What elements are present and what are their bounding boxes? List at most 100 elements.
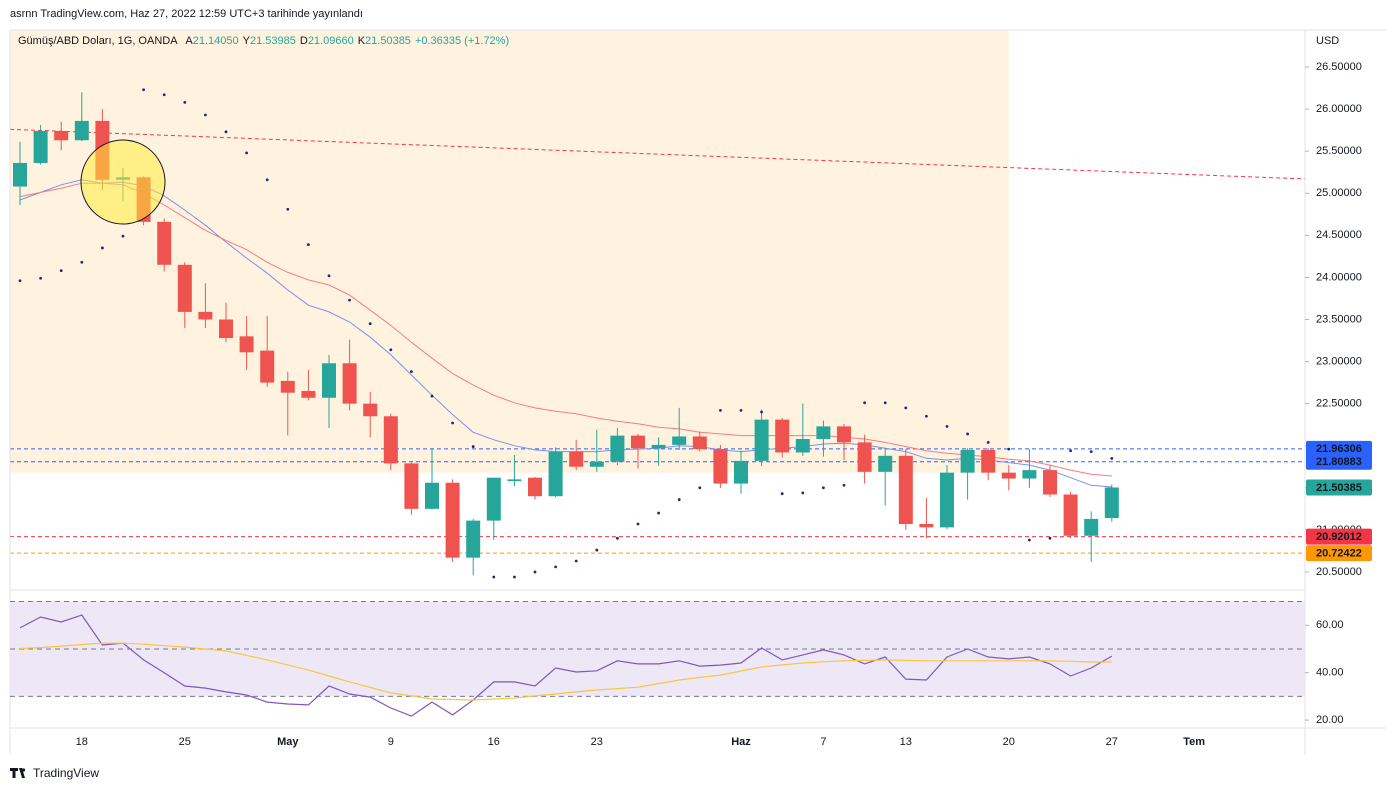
- candle-body: [466, 520, 481, 558]
- sar-dot: [1048, 536, 1052, 540]
- y-tick-label: 40.00: [1316, 667, 1344, 679]
- sar-dot: [224, 130, 228, 134]
- y-tick-label: 23.00000: [1316, 355, 1362, 367]
- candle-body: [13, 162, 27, 187]
- candle-body: [775, 419, 790, 453]
- candle-body: [342, 363, 357, 404]
- sar-dot: [739, 408, 743, 412]
- sar-dot: [18, 279, 22, 283]
- y-tick-label: 26.00000: [1316, 103, 1362, 115]
- sar-dot: [348, 298, 351, 302]
- highlight-zone: [10, 30, 1009, 473]
- x-tick-label: 25: [179, 736, 191, 748]
- candle-body: [589, 461, 604, 467]
- candle-body: [301, 391, 316, 398]
- sar-dot: [389, 348, 393, 352]
- candle-body: [795, 438, 810, 453]
- y-tick-label: 24.50000: [1316, 229, 1362, 241]
- candle-body: [898, 455, 913, 524]
- candle-body: [919, 523, 934, 528]
- y-tick-label: 25.00000: [1316, 187, 1362, 199]
- y-tick-label: 60.00: [1316, 619, 1344, 631]
- sar-dot: [1089, 450, 1093, 454]
- x-tick-label: Haz: [731, 736, 751, 748]
- sar-dot: [492, 575, 496, 579]
- sar-dot: [1110, 456, 1114, 460]
- candle-body: [837, 426, 851, 443]
- x-tick-label: May: [277, 736, 299, 748]
- sar-dot: [451, 421, 454, 425]
- moving-average: [19, 179, 1112, 488]
- sar-dot: [698, 486, 702, 490]
- candle-body: [651, 444, 666, 449]
- price-label: 21.80883: [1316, 456, 1362, 468]
- y-tick-label: 26.50000: [1316, 61, 1362, 73]
- brand-logo: [10, 768, 26, 778]
- candle-body: [425, 482, 439, 509]
- circle-annotation: [80, 139, 166, 225]
- candle-body: [960, 449, 975, 473]
- sar-dot: [801, 491, 805, 495]
- price-label-bg: [1306, 440, 1372, 457]
- candle-body: [1001, 472, 1016, 479]
- candle-body: [1043, 470, 1057, 495]
- legend-key: D: [300, 35, 308, 47]
- sar-dot: [616, 536, 619, 540]
- sar-dot: [863, 401, 866, 405]
- sar-dot: [1007, 447, 1011, 451]
- sar-dot: [636, 522, 640, 526]
- candle-body: [383, 416, 398, 464]
- candle-body: [198, 311, 213, 320]
- sar-dot: [101, 246, 104, 250]
- sar-dot: [39, 276, 42, 280]
- candle-body: [239, 336, 254, 353]
- y-tick-label: 24.00000: [1316, 271, 1362, 283]
- sar-dot: [307, 243, 310, 246]
- legend-key: A: [185, 35, 193, 47]
- trend-line: [10, 128, 1305, 180]
- price-label: 20.92012: [1316, 531, 1362, 543]
- symbol-title: Gümüş/ABD Doları, 1G, OANDA: [18, 35, 178, 47]
- candle-body: [548, 451, 563, 497]
- candle-body: [981, 449, 996, 473]
- candle-body: [528, 477, 542, 497]
- sar-dot: [471, 445, 475, 448]
- sar-dot: [719, 408, 722, 412]
- sar-dot: [183, 100, 187, 104]
- x-tick-label: Tem: [1183, 736, 1205, 748]
- candle-body: [486, 477, 501, 521]
- candle-body: [445, 482, 460, 558]
- x-tick-label: 20: [1003, 736, 1015, 748]
- legend-change: +0.36335 (+1.72%): [415, 35, 509, 47]
- candle-body: [507, 479, 522, 482]
- candle-body: [569, 451, 584, 467]
- price-label-bg: [1306, 479, 1372, 496]
- sar-dot: [430, 394, 434, 398]
- candle-body: [610, 435, 625, 462]
- x-tick-label: 18: [76, 736, 88, 748]
- highlight-circle: [80, 139, 166, 225]
- sar-dot: [1028, 538, 1031, 542]
- candle-body: [713, 449, 728, 484]
- x-tick-label: 13: [900, 736, 912, 748]
- sar-dot: [657, 511, 660, 515]
- price-label-bg: [1306, 528, 1372, 545]
- sar-dot: [925, 414, 928, 418]
- sar-dot: [986, 440, 990, 444]
- y-tick-label: 20.50000: [1316, 566, 1362, 578]
- sar-dot: [822, 486, 825, 490]
- sar-dot: [780, 492, 784, 496]
- sar-dot: [327, 274, 331, 278]
- sar-dot: [245, 151, 249, 155]
- sar-dot: [204, 113, 207, 117]
- sar-dot: [368, 322, 372, 326]
- candle-body: [940, 472, 954, 528]
- candle-body: [631, 435, 645, 449]
- currency-label: USD: [1316, 35, 1339, 47]
- sar-dot: [883, 401, 887, 405]
- x-tick-label: 16: [488, 736, 500, 748]
- candle-body: [816, 426, 831, 439]
- candle-body: [692, 436, 707, 450]
- moving-average: [19, 182, 1112, 477]
